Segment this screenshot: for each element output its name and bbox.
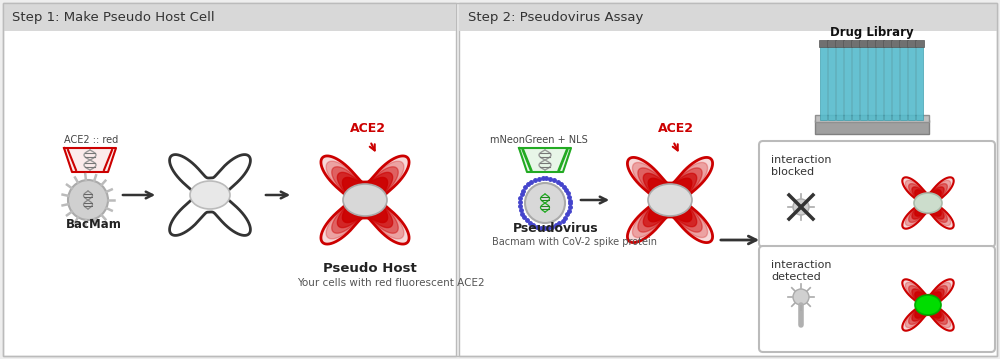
Ellipse shape: [343, 184, 387, 216]
Polygon shape: [905, 282, 951, 328]
Polygon shape: [912, 289, 944, 321]
FancyBboxPatch shape: [836, 45, 843, 120]
Text: Step 2: Pseudovirus Assay: Step 2: Pseudovirus Assay: [468, 11, 643, 24]
Text: ACE2: ACE2: [350, 122, 386, 135]
Polygon shape: [326, 161, 404, 239]
Polygon shape: [64, 148, 116, 172]
FancyBboxPatch shape: [820, 45, 827, 120]
Polygon shape: [648, 178, 692, 222]
FancyBboxPatch shape: [815, 115, 929, 122]
FancyBboxPatch shape: [759, 141, 995, 247]
Polygon shape: [321, 156, 409, 244]
Text: ACE2: ACE2: [658, 122, 694, 135]
Circle shape: [793, 289, 809, 305]
FancyBboxPatch shape: [851, 40, 860, 47]
FancyBboxPatch shape: [459, 3, 997, 31]
FancyBboxPatch shape: [875, 40, 884, 47]
FancyBboxPatch shape: [459, 3, 997, 356]
Polygon shape: [643, 173, 697, 227]
FancyBboxPatch shape: [900, 45, 907, 120]
Polygon shape: [638, 168, 702, 232]
Circle shape: [793, 199, 809, 215]
FancyBboxPatch shape: [828, 45, 835, 120]
Text: blocked: blocked: [771, 167, 814, 177]
FancyBboxPatch shape: [892, 45, 899, 120]
FancyBboxPatch shape: [815, 120, 929, 134]
Polygon shape: [627, 157, 713, 243]
Text: interaction: interaction: [771, 260, 832, 270]
FancyBboxPatch shape: [884, 45, 891, 120]
Text: Pseudovirus: Pseudovirus: [513, 222, 599, 235]
FancyBboxPatch shape: [907, 40, 916, 47]
FancyBboxPatch shape: [916, 45, 923, 120]
Ellipse shape: [914, 193, 942, 213]
Text: detected: detected: [771, 272, 821, 282]
FancyBboxPatch shape: [827, 40, 836, 47]
FancyBboxPatch shape: [852, 45, 859, 120]
Polygon shape: [632, 162, 708, 238]
FancyBboxPatch shape: [759, 246, 995, 352]
Text: Pseudo Host: Pseudo Host: [323, 262, 417, 275]
FancyBboxPatch shape: [859, 40, 868, 47]
FancyBboxPatch shape: [868, 45, 875, 120]
Polygon shape: [909, 286, 947, 325]
FancyBboxPatch shape: [819, 40, 828, 47]
FancyBboxPatch shape: [3, 3, 456, 31]
FancyBboxPatch shape: [843, 40, 852, 47]
Polygon shape: [905, 180, 951, 226]
Ellipse shape: [648, 184, 692, 216]
FancyBboxPatch shape: [3, 3, 456, 356]
Polygon shape: [902, 177, 954, 229]
Text: BacMam: BacMam: [66, 218, 122, 231]
FancyBboxPatch shape: [876, 45, 883, 120]
Text: mNeonGreen + NLS: mNeonGreen + NLS: [490, 135, 588, 145]
FancyBboxPatch shape: [899, 40, 908, 47]
Polygon shape: [337, 172, 393, 228]
Text: Drug Library: Drug Library: [830, 26, 914, 39]
Text: Your cells with red fluorescent ACE2: Your cells with red fluorescent ACE2: [297, 278, 485, 288]
Ellipse shape: [915, 295, 941, 315]
Circle shape: [68, 180, 108, 220]
FancyBboxPatch shape: [844, 45, 851, 120]
FancyBboxPatch shape: [915, 40, 924, 47]
Polygon shape: [902, 279, 954, 331]
Text: Step 1: Make Pseudo Host Cell: Step 1: Make Pseudo Host Cell: [12, 11, 215, 24]
FancyBboxPatch shape: [891, 40, 900, 47]
Text: Bacmam with CoV-2 spike protein: Bacmam with CoV-2 spike protein: [492, 237, 657, 247]
Polygon shape: [915, 190, 941, 216]
FancyBboxPatch shape: [908, 45, 915, 120]
FancyBboxPatch shape: [867, 40, 876, 47]
Circle shape: [525, 183, 565, 223]
FancyBboxPatch shape: [835, 40, 844, 47]
Polygon shape: [342, 177, 388, 223]
FancyBboxPatch shape: [883, 40, 892, 47]
FancyBboxPatch shape: [860, 45, 867, 120]
Polygon shape: [332, 167, 398, 233]
Polygon shape: [909, 184, 947, 222]
Ellipse shape: [190, 181, 230, 209]
Polygon shape: [912, 187, 944, 219]
Text: ACE2 :: red: ACE2 :: red: [64, 135, 118, 145]
Text: interaction: interaction: [771, 155, 832, 165]
Polygon shape: [915, 292, 941, 318]
Polygon shape: [519, 148, 571, 172]
